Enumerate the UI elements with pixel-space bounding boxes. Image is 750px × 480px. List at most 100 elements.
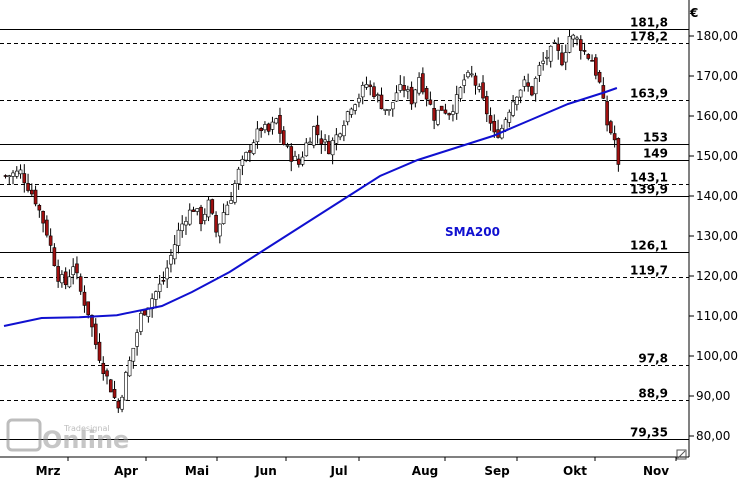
logo-text: Online xyxy=(42,426,129,454)
candle-body xyxy=(511,101,515,116)
sma200-label: SMA200 xyxy=(445,225,500,239)
candle-body xyxy=(236,168,241,184)
candle-body xyxy=(402,85,406,91)
candle-body xyxy=(462,79,467,86)
candle-body xyxy=(548,45,553,62)
candle-body xyxy=(11,172,15,177)
candle-body xyxy=(349,108,354,115)
x-tick-label: Mrz xyxy=(36,464,61,478)
candle-body xyxy=(541,60,545,64)
candle-body xyxy=(48,235,53,246)
candle-body xyxy=(63,271,68,286)
y-tick-label: 100,00 xyxy=(696,349,738,363)
candle-body xyxy=(616,138,621,165)
candle-body xyxy=(469,73,474,76)
candle-body xyxy=(172,244,177,260)
candle-body xyxy=(199,206,203,225)
candle-body xyxy=(26,183,30,191)
candle-body xyxy=(218,223,222,237)
candle-body xyxy=(428,99,433,105)
candle-body xyxy=(578,39,583,51)
y-tick-label: 140,00 xyxy=(696,189,738,203)
candle-body xyxy=(33,189,38,205)
candle-body xyxy=(451,111,455,115)
candle-body xyxy=(492,120,497,133)
sma200-line xyxy=(3,87,618,327)
candle-body xyxy=(116,400,121,409)
candle-body xyxy=(319,138,324,145)
x-tick-label: Jun xyxy=(254,464,277,478)
resize-grip-icon[interactable] xyxy=(676,449,687,460)
y-tick-label: 160,00 xyxy=(696,109,738,123)
x-axis-ticks: Mrz Apr Mai Jun Jul Aug Sep Okt Nov xyxy=(36,457,677,478)
candle-body xyxy=(248,150,252,153)
candle-body xyxy=(270,121,275,130)
candle-body xyxy=(447,113,451,116)
candle-body xyxy=(567,36,572,53)
candle-body xyxy=(342,125,346,137)
candle-body xyxy=(364,84,369,88)
candle-body xyxy=(312,126,316,146)
candle-body xyxy=(82,291,87,306)
candle-body xyxy=(195,208,200,212)
candle-body xyxy=(18,169,23,175)
level-label: 153 xyxy=(643,131,668,145)
candle-body xyxy=(345,111,350,123)
candle-body xyxy=(552,41,557,44)
candle-body xyxy=(300,156,305,165)
candle-body xyxy=(105,370,109,377)
candle-body xyxy=(477,86,482,90)
candle-body xyxy=(93,323,98,345)
candle-body xyxy=(334,134,339,144)
candle-body xyxy=(67,276,72,288)
y-tick-label: 130,00 xyxy=(696,229,738,243)
candle-body xyxy=(296,158,301,165)
candle-body xyxy=(293,155,297,161)
candle-body xyxy=(379,94,384,110)
candle-body xyxy=(3,175,8,177)
tradesignal-logo: Online Tradesignal xyxy=(6,418,129,454)
candle-body xyxy=(590,60,594,62)
candle-body xyxy=(406,89,410,92)
candle-body xyxy=(537,65,542,76)
candle-body xyxy=(244,152,248,161)
level-label: 163,9 xyxy=(630,87,668,101)
level-label: 88,9 xyxy=(638,387,668,401)
candle-body xyxy=(421,73,425,93)
candle-body xyxy=(289,146,294,162)
candle-body xyxy=(526,82,530,87)
candle-body xyxy=(60,274,64,284)
candle-body xyxy=(515,96,519,105)
candle-body xyxy=(417,77,421,94)
level-label: 79,35 xyxy=(630,426,668,440)
candle-body xyxy=(142,310,147,316)
level-label: 149 xyxy=(643,147,668,161)
y-tick-label: 120,00 xyxy=(696,269,738,283)
candle-body xyxy=(124,372,128,401)
candle-body xyxy=(323,139,327,143)
candle-body xyxy=(409,86,414,105)
candle-body xyxy=(52,247,57,267)
level-label: 181,8 xyxy=(630,16,668,30)
candle-body xyxy=(454,94,459,114)
candle-body xyxy=(545,56,549,59)
candle-body xyxy=(387,109,391,111)
candle-body xyxy=(71,266,75,275)
candle-body xyxy=(75,263,79,274)
candle-body xyxy=(503,119,508,131)
candle-body xyxy=(120,396,124,410)
candle-body xyxy=(214,214,218,233)
candle-body xyxy=(432,107,436,121)
candle-body xyxy=(330,140,335,156)
candle-body xyxy=(560,52,564,66)
x-tick-label: Apr xyxy=(114,464,138,478)
candle-body xyxy=(266,123,271,132)
candle-body xyxy=(571,34,576,40)
candle-body xyxy=(473,75,478,86)
candle-body xyxy=(281,130,286,145)
candle-body xyxy=(210,199,215,214)
x-tick-label: Mai xyxy=(185,464,209,478)
candle-body xyxy=(7,175,12,177)
candle-body xyxy=(225,204,230,216)
candle-body xyxy=(221,212,226,224)
